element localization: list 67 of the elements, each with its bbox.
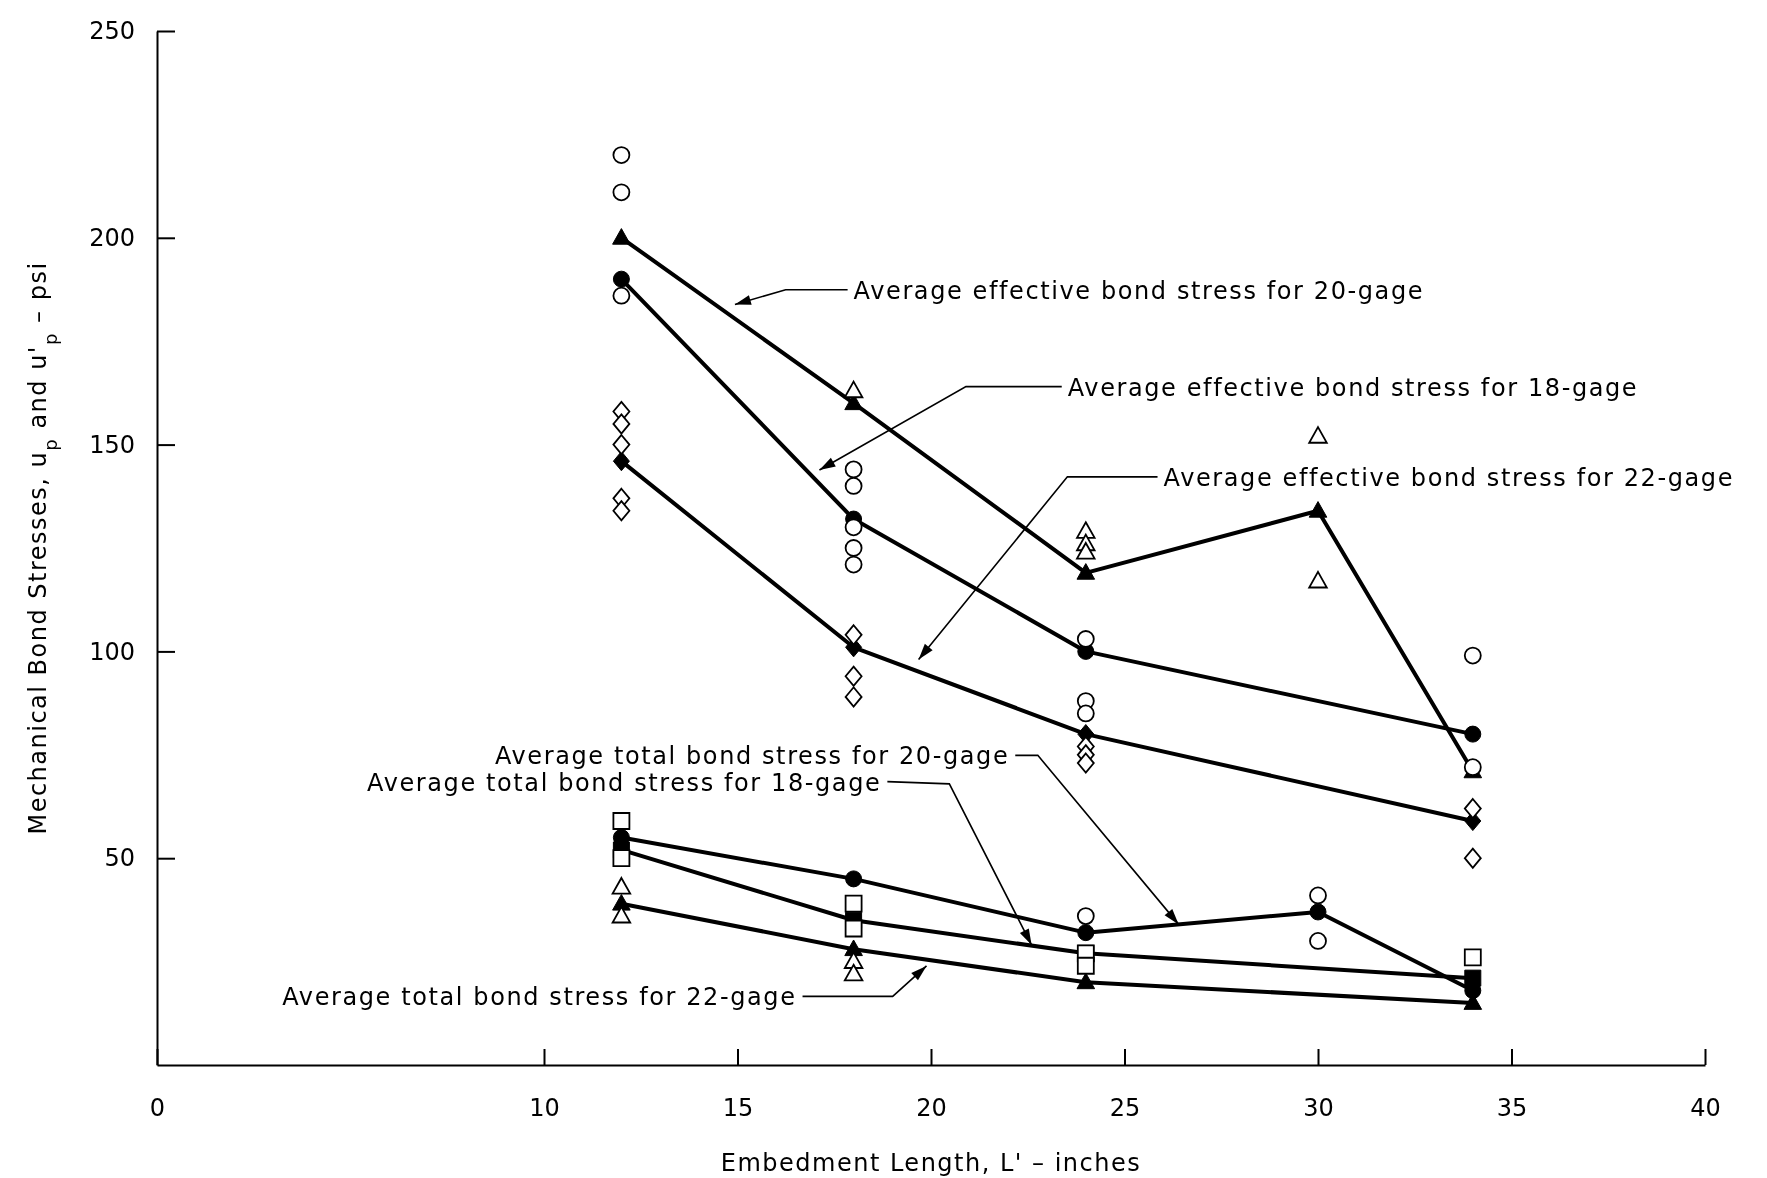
point <box>844 665 863 687</box>
point <box>612 413 631 435</box>
x-tick-label: 20 <box>916 1094 947 1123</box>
point <box>1076 542 1096 560</box>
point <box>843 380 864 399</box>
point <box>1076 752 1095 774</box>
y-tick-label: 250 <box>89 17 135 46</box>
point <box>1463 798 1482 820</box>
y-tick-label: 50 <box>104 844 135 873</box>
point <box>843 951 864 969</box>
point <box>612 434 631 456</box>
x-tick-label: 30 <box>1303 1094 1334 1123</box>
point <box>844 460 863 479</box>
point <box>845 870 863 888</box>
point <box>843 963 864 982</box>
x-axis-title: Embedment Length, L' – inches <box>720 1149 1142 1177</box>
point <box>1463 646 1482 665</box>
point <box>1076 972 1096 990</box>
point <box>1309 903 1327 921</box>
point <box>612 286 631 305</box>
point <box>844 624 863 646</box>
point <box>844 555 863 574</box>
y-tick-label: 200 <box>89 223 135 252</box>
annotation: Average total bond stress for 20-gage <box>494 742 1010 771</box>
point <box>1309 932 1327 950</box>
point <box>612 146 631 164</box>
point <box>612 228 631 245</box>
point <box>844 894 863 913</box>
point <box>844 686 863 708</box>
x-tick-label: 40 <box>1690 1094 1721 1123</box>
point <box>1464 725 1482 743</box>
x-tick-label: 10 <box>529 1094 560 1123</box>
point <box>612 894 631 911</box>
annotation: Average effective bond stress for 20-gage <box>853 276 1425 305</box>
point <box>1076 704 1095 723</box>
point <box>612 451 630 472</box>
point <box>612 183 631 202</box>
annotation: Average effective bond stress for 22-gage <box>1163 463 1735 492</box>
point <box>612 270 630 288</box>
y-tick-label: 100 <box>89 637 135 666</box>
x-tick-label: 25 <box>1109 1094 1141 1123</box>
x-tick-label: 0 <box>149 1094 166 1123</box>
point <box>1308 501 1328 518</box>
point <box>844 919 863 938</box>
point <box>1076 563 1096 580</box>
point <box>612 849 631 868</box>
point <box>844 518 863 537</box>
point <box>1076 630 1095 648</box>
point <box>844 539 863 557</box>
point <box>1463 847 1482 869</box>
point <box>612 500 631 522</box>
point <box>611 906 632 924</box>
point <box>1463 948 1482 967</box>
annotation: Average effective bond stress for 18-gage <box>1067 373 1639 402</box>
annotation: Average total bond stress for 22-gage <box>282 983 797 1012</box>
point <box>612 812 631 830</box>
point <box>1308 570 1328 589</box>
point <box>1464 969 1482 987</box>
point <box>1077 924 1095 942</box>
annotation: Average total bond stress for 18-gage <box>367 768 882 797</box>
x-tick-label: 15 <box>722 1094 754 1123</box>
point <box>611 877 632 895</box>
point <box>1308 426 1328 444</box>
point <box>1076 907 1095 925</box>
point <box>1076 956 1095 975</box>
x-tick-label: 35 <box>1496 1094 1528 1123</box>
y-tick-label: 150 <box>89 430 135 459</box>
